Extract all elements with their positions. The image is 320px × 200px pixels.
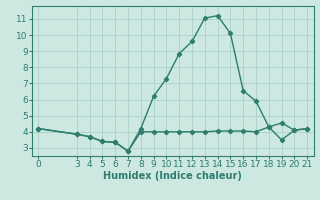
X-axis label: Humidex (Indice chaleur): Humidex (Indice chaleur): [103, 171, 242, 181]
